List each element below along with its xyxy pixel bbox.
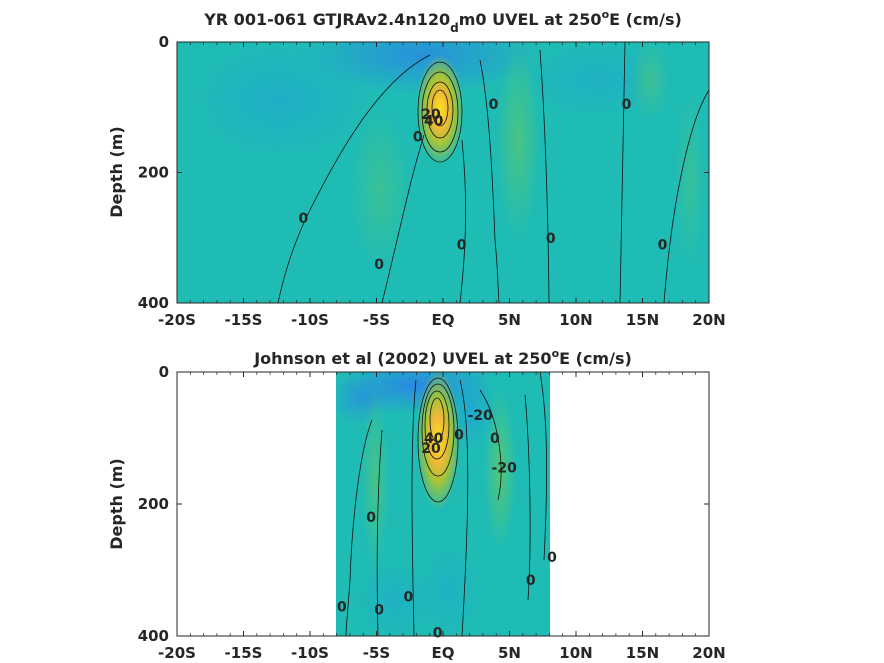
contour-label: 0 (457, 237, 467, 253)
contour-label: 0 (490, 431, 500, 447)
x-tick-label: 20N (692, 644, 725, 662)
x-tick-label: -20S (158, 311, 196, 329)
x-tick-label: EQ (432, 311, 455, 329)
y-tick-label: 200 (138, 164, 169, 182)
contour-label: 0 (454, 428, 464, 444)
panel-top-xticks: -20S -15S -10S -5S EQ 5N 10N 15N 20N (158, 42, 726, 329)
contour-label: 0 (404, 589, 414, 605)
x-tick-label: 5N (498, 311, 521, 329)
x-tick-label: -5S (363, 644, 390, 662)
y-tick-label: 200 (138, 495, 169, 513)
x-tick-label: -10S (291, 644, 329, 662)
y-tick-label: 400 (138, 294, 169, 312)
y-tick-label: 0 (159, 363, 169, 381)
contour-label: 20 (421, 441, 441, 457)
contour-label: 0 (374, 603, 384, 619)
contour-label: 0 (546, 231, 556, 247)
contour-label: 0 (433, 626, 443, 642)
x-tick-label: -20S (158, 644, 196, 662)
contour-label: 0 (489, 97, 499, 113)
x-tick-label: -5S (363, 311, 390, 329)
panel-top-ylabel: Depth (m) (107, 126, 126, 218)
y-tick-label: 400 (138, 627, 169, 645)
x-tick-label: EQ (432, 644, 455, 662)
panel-top-title: YR 001-061 GTJRAv2.4n120dm0 UVEL at 250o… (203, 8, 682, 35)
contour-label: 40 (424, 431, 444, 447)
contour-label: 0 (298, 211, 308, 227)
panel-bottom-ylabel: Depth (m) (107, 458, 126, 550)
contour-label: 0 (374, 257, 384, 273)
panel-bottom: Johnson et al (2002) UVEL at 250oE (cm/s… (107, 347, 726, 662)
x-tick-label: -15S (225, 311, 263, 329)
contour-lines (345, 372, 548, 636)
x-tick-label: 15N (626, 311, 659, 329)
contour-label: -20 (492, 461, 518, 477)
contour-label: 0 (413, 130, 423, 146)
contour-label: -20 (468, 408, 494, 424)
contour-lines (277, 42, 709, 303)
x-tick-label: -10S (291, 311, 329, 329)
x-tick-label: 10N (559, 311, 592, 329)
contour-label: 0 (547, 550, 557, 566)
x-tick-label: -15S (225, 644, 263, 662)
contour-label: 20 (421, 107, 441, 123)
panel-bottom-xticks: -20S -15S -10S -5S EQ 5N 10N 15N 20N (158, 372, 726, 662)
x-tick-label: 5N (498, 644, 521, 662)
contour-label: 0 (526, 573, 536, 589)
y-tick-label: 0 (159, 33, 169, 51)
x-tick-label: 10N (559, 644, 592, 662)
contour-label: 40 (424, 113, 444, 129)
x-tick-label: 15N (626, 644, 659, 662)
contour-label: 0 (622, 97, 632, 113)
panel-bottom-title: Johnson et al (2002) UVEL at 250oE (cm/s… (253, 347, 632, 368)
panel-top-field (177, 42, 709, 303)
panel-top: YR 001-061 GTJRAv2.4n120dm0 UVEL at 250o… (107, 8, 726, 329)
x-tick-label: 20N (692, 311, 725, 329)
contour-label: 0 (366, 510, 376, 526)
contour-label: 0 (658, 237, 668, 253)
panel-bottom-field (336, 372, 550, 636)
contour-label: 0 (337, 599, 347, 615)
